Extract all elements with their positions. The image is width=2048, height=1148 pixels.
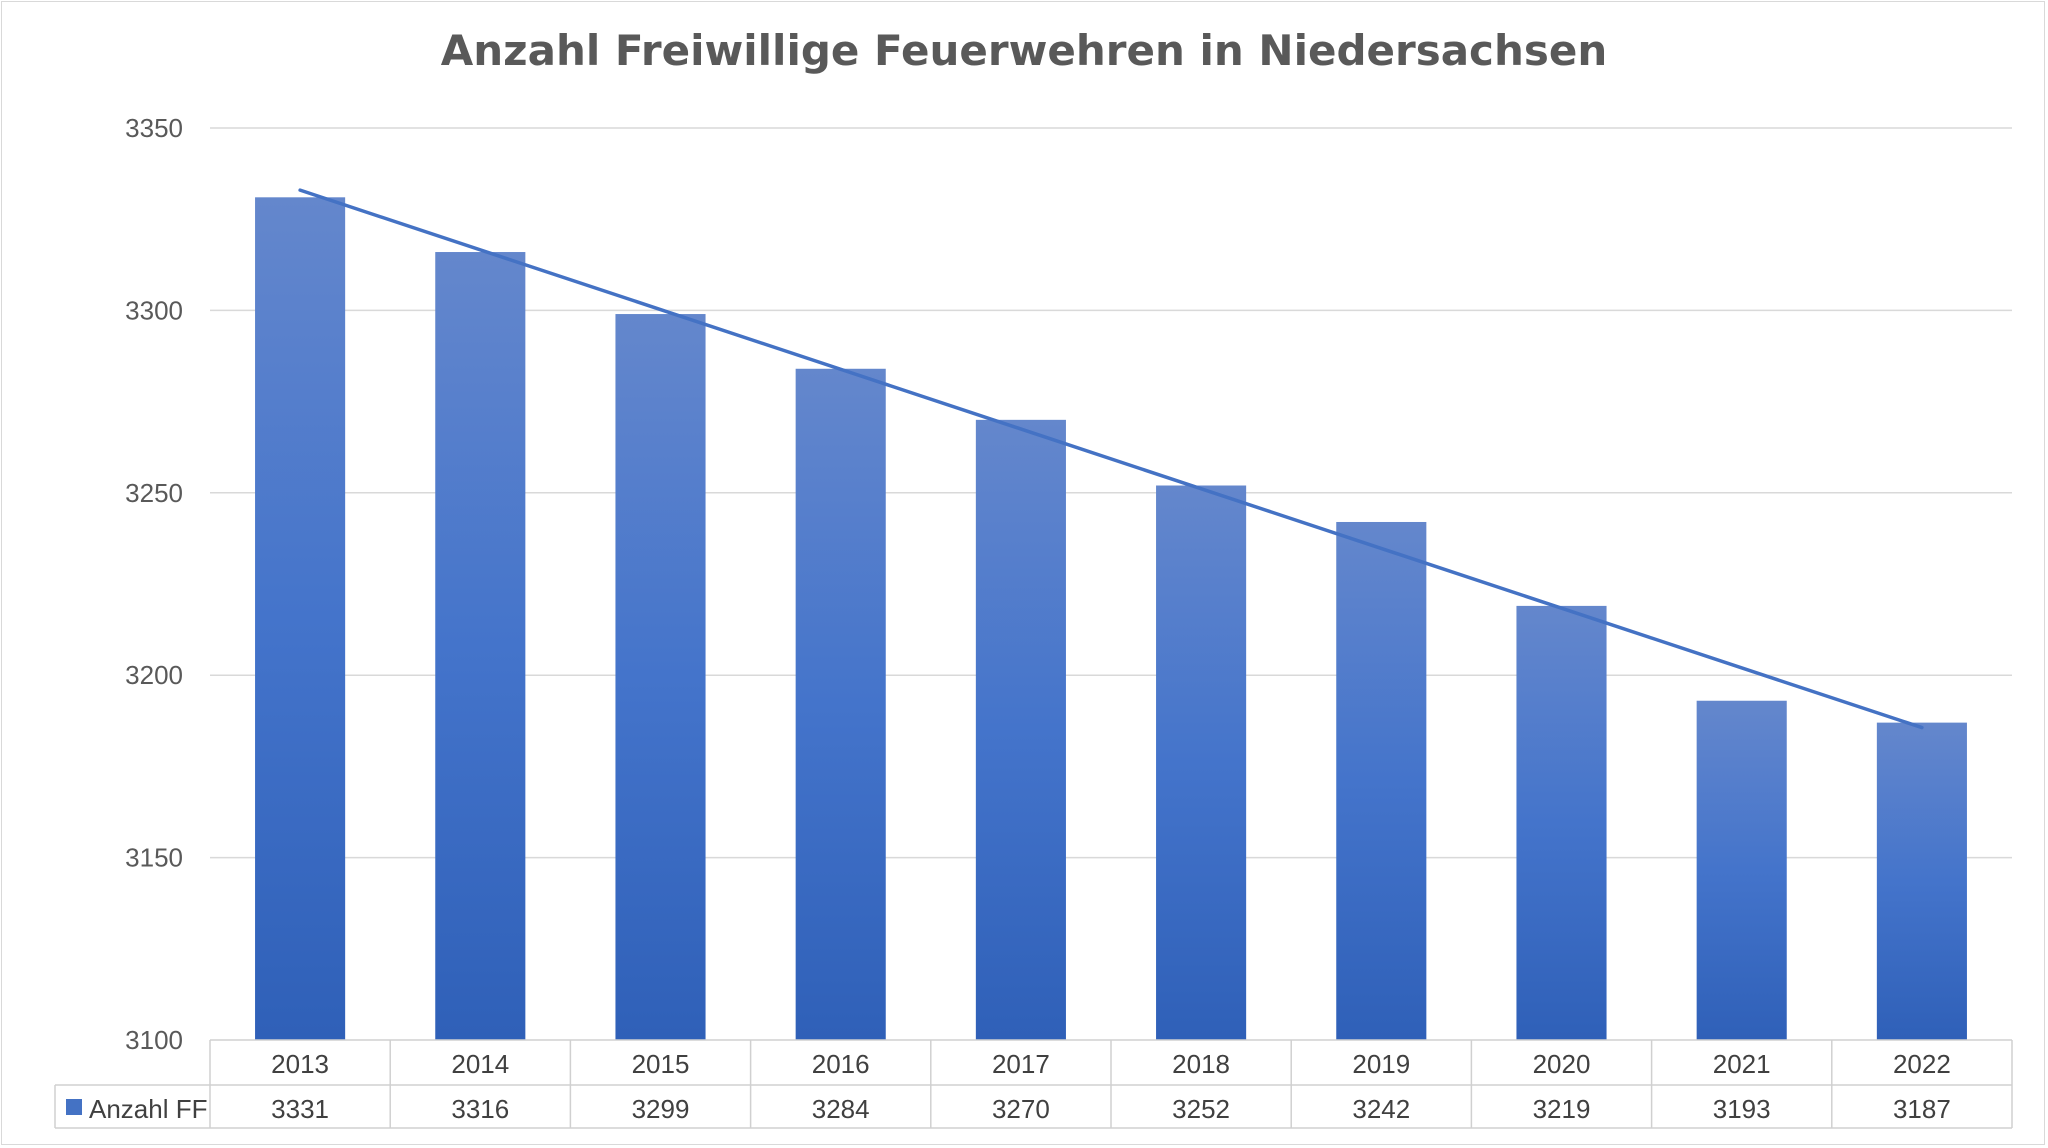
data-label: 3270	[992, 1094, 1050, 1124]
bar	[435, 252, 526, 1041]
data-label: 3331	[271, 1094, 329, 1124]
x-tick-label: 2018	[1172, 1049, 1230, 1079]
chart-title: Anzahl Freiwillige Feuerwehren in Nieder…	[440, 26, 1608, 75]
data-label: 3252	[1172, 1094, 1230, 1124]
x-tick-label: 2014	[451, 1049, 509, 1079]
y-tick-label: 3350	[125, 113, 183, 143]
bars	[255, 197, 1967, 1041]
bar	[1516, 605, 1607, 1040]
x-tick-label: 2016	[812, 1049, 870, 1079]
bar	[615, 314, 706, 1041]
bar	[1156, 485, 1247, 1040]
x-tick-label: 2022	[1893, 1049, 1951, 1079]
x-tick-label: 2019	[1352, 1049, 1410, 1079]
bar	[1336, 521, 1427, 1040]
bar	[1876, 722, 1967, 1040]
data-label: 3316	[451, 1094, 509, 1124]
trendline	[298, 188, 1924, 730]
y-tick-label: 3150	[125, 843, 183, 873]
x-tick-label: 2017	[992, 1049, 1050, 1079]
x-tick-label: 2015	[632, 1049, 690, 1079]
x-tick-label: 2021	[1713, 1049, 1771, 1079]
y-axis-labels: 3100 3150 3200 3250 3300 3350	[125, 113, 183, 1055]
data-label: 3219	[1533, 1094, 1591, 1124]
data-label: 3187	[1893, 1094, 1951, 1124]
bar	[1696, 700, 1787, 1040]
legend-swatch	[66, 1099, 82, 1115]
bar	[255, 197, 346, 1040]
x-tick-label: 2020	[1533, 1049, 1591, 1079]
bar	[795, 368, 886, 1040]
data-label: 3242	[1352, 1094, 1410, 1124]
data-label: 3284	[812, 1094, 870, 1124]
data-label: 3193	[1713, 1094, 1771, 1124]
y-tick-label: 3200	[125, 660, 183, 690]
data-label: 3299	[632, 1094, 690, 1124]
trendline-group	[298, 188, 1924, 730]
y-tick-label: 3300	[125, 295, 183, 325]
legend-series-name: Anzahl FF	[89, 1094, 208, 1124]
y-tick-label: 3100	[125, 1025, 183, 1055]
bar	[975, 419, 1066, 1041]
y-tick-label: 3250	[125, 478, 183, 508]
x-tick-label: 2013	[271, 1049, 329, 1079]
data-table: 2013 2014 2015 2016 2017 2018 2019 2020 2021 2022…	[54, 1039, 2013, 1129]
